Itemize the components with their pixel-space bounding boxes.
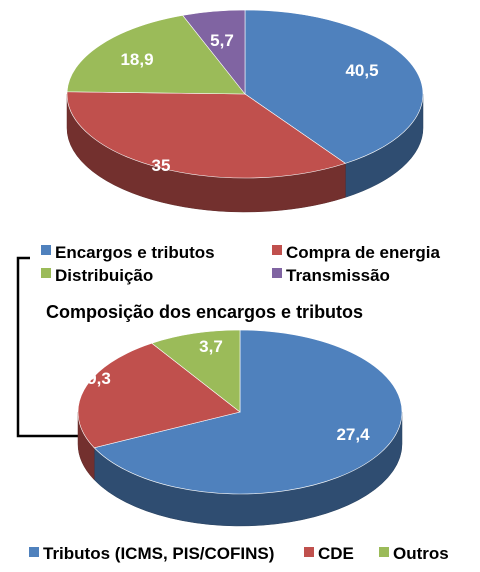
legend-label-compra: Compra de energia: [286, 243, 441, 262]
legend-label-distribuicao: Distribuição: [55, 266, 153, 285]
legend-swatch-outros: [379, 547, 389, 557]
legend-swatch-distribuicao: [41, 268, 51, 278]
legend-swatch-transmissao: [272, 268, 282, 278]
legend-label-transmissao: Transmissão: [286, 266, 390, 285]
legend-label-outros: Outros: [393, 544, 449, 563]
legend-label-cde: CDE: [318, 544, 354, 563]
pie-slice-0: [244, 9, 424, 164]
pie-slice-3: [182, 9, 246, 95]
pie-value-label-2: 3,7: [199, 337, 223, 356]
pie-value-label-3: 5,7: [210, 31, 234, 50]
sub-chart-title: Composição dos encargos e tributos: [46, 302, 363, 322]
legend-label-tributos: Tributos (ICMS, PIS/COFINS): [43, 544, 274, 563]
pie-value-label-0: 27,4: [336, 425, 370, 444]
pie-value-label-1: 9,3: [87, 369, 111, 388]
pie-slice-1: [77, 342, 241, 449]
connector-bracket: [16, 256, 80, 438]
pie-value-label-1: 35: [152, 156, 171, 175]
main-pie-chart: 40,5 35 18,9 5,7: [66, 9, 424, 213]
legend-swatch-cde: [304, 547, 314, 557]
legend-swatch-compra: [272, 245, 282, 255]
main-legend: Encargos e tributos Compra de energia Di…: [41, 243, 441, 285]
legend-label-encargos: Encargos e tributos: [55, 243, 215, 262]
pie-value-label-2: 18,9: [120, 50, 153, 69]
pie-slice-2: [66, 14, 246, 95]
pie-slice-1: [66, 91, 347, 179]
pie-slice-0: [93, 329, 403, 495]
sub-pie-chart: 27,4 9,3 3,7: [77, 329, 403, 527]
legend-swatch-encargos: [41, 245, 51, 255]
pie-slice-2: [151, 329, 241, 413]
pie-value-label-0: 40,5: [345, 61, 378, 80]
legend-swatch-tributos: [29, 547, 39, 557]
sub-legend: Tributos (ICMS, PIS/COFINS) CDE Outros: [29, 544, 449, 563]
